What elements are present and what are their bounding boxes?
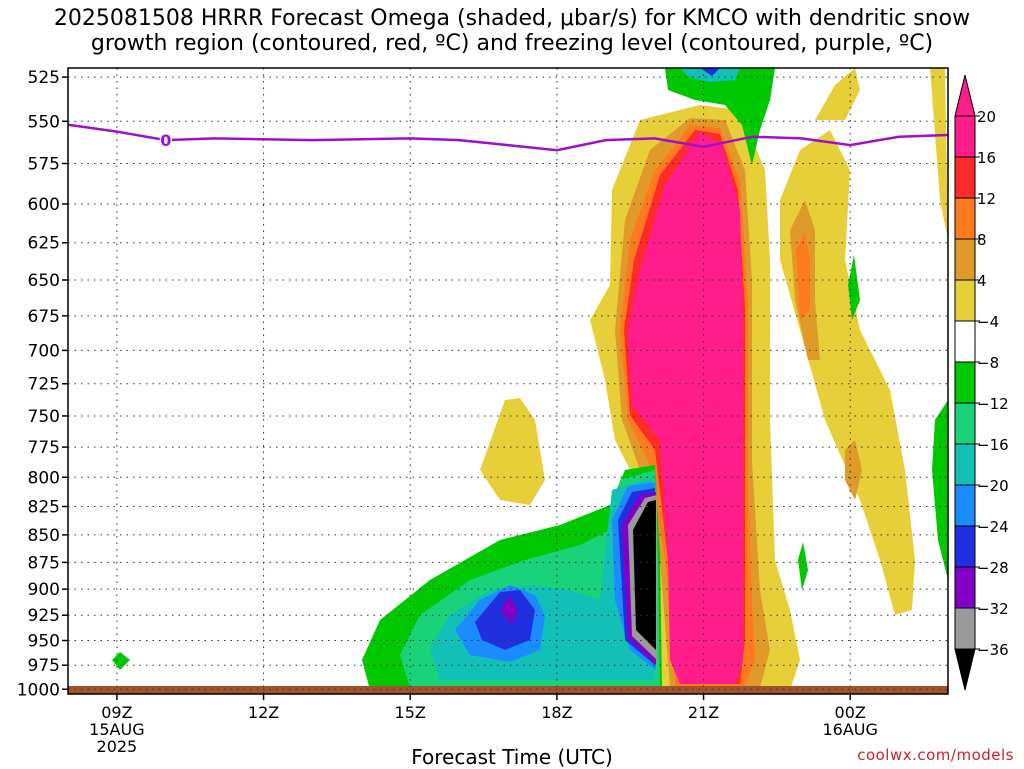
colorbar-label: 8 xyxy=(977,231,987,249)
x-tick-label-year: 2025 xyxy=(97,737,138,756)
y-tick-label: 750 xyxy=(28,407,60,427)
y-tick-label: 825 xyxy=(28,497,60,517)
omega-neg-band-24 xyxy=(500,596,518,625)
colorbar-top-arrow xyxy=(954,74,976,117)
colorbar-swatch xyxy=(954,115,976,158)
x-tick-label-date: 16AUG xyxy=(823,720,878,739)
ground-strip xyxy=(68,686,948,694)
y-tick-label: 950 xyxy=(28,632,60,652)
omega-right-orange2 xyxy=(796,232,810,320)
y-tick-label: 675 xyxy=(28,307,60,327)
y-axis: 525 550 575 600 625 650 675 700 725 750 775 800 825 8… xyxy=(17,68,68,700)
colorbar-label: −8 xyxy=(977,354,999,372)
colorbar-label: −28 xyxy=(977,559,1009,577)
y-tick-label: 900 xyxy=(28,580,60,600)
colorbar-label: 12 xyxy=(977,190,996,208)
freezing-level-line xyxy=(67,123,949,152)
chart-title-line2: growth region (contoured, red, ºC) and f… xyxy=(90,31,934,56)
credit-link[interactable]: coolwx.com/models xyxy=(857,746,1014,764)
x-tick-label-time: 09Z xyxy=(101,703,132,722)
y-tick-label: 925 xyxy=(28,606,60,626)
omega-small-green-top xyxy=(665,68,775,165)
omega-mid-blob xyxy=(480,398,545,505)
colorbar-label: 16 xyxy=(977,149,996,167)
x-tick-label-date: 15AUG xyxy=(89,720,144,739)
x-tick-label-time: 15Z xyxy=(395,703,426,722)
plot-grid xyxy=(68,68,948,694)
y-tick-label: 725 xyxy=(28,375,60,395)
y-tick-label: 775 xyxy=(28,438,60,458)
colorbar-swatch xyxy=(954,238,976,281)
colorbar-label: −36 xyxy=(977,641,1009,659)
colorbar: 20 16 12 8 4 −4 −8 −12 −16 −20 −24 −28 −32 −36 xyxy=(954,74,1009,691)
omega-band-20 xyxy=(628,132,743,684)
y-tick-label: 850 xyxy=(28,526,60,546)
omega-shading xyxy=(112,68,948,690)
colorbar-label: 4 xyxy=(977,272,987,290)
freezing-level-label-bg xyxy=(159,132,172,149)
omega-small-green-right xyxy=(848,255,860,320)
colorbar-label: −20 xyxy=(977,477,1009,495)
y-tick-label: 1000 xyxy=(17,680,60,700)
freezing-level-label: 0 xyxy=(160,131,171,150)
colorbar-label: −4 xyxy=(977,313,999,331)
omega-right-orange3 xyxy=(845,440,862,500)
colorbar-label: −16 xyxy=(977,436,1009,454)
x-tick-label-time: 12Z xyxy=(248,703,279,722)
colorbar-label: −12 xyxy=(977,395,1009,413)
omega-right-blob xyxy=(780,130,915,615)
omega-small-green-edge xyxy=(932,400,948,580)
y-tick-label: 650 xyxy=(28,271,60,291)
colorbar-label: −32 xyxy=(977,600,1009,618)
y-tick-label: 625 xyxy=(28,234,60,254)
omega-neg-band-20 xyxy=(475,590,535,650)
y-tick-label: 550 xyxy=(28,112,60,132)
colorbar-swatch xyxy=(954,525,976,568)
y-tick-label: 575 xyxy=(28,155,60,175)
colorbar-swatch xyxy=(954,320,976,363)
colorbar-swatch xyxy=(954,484,976,527)
y-tick-label: 600 xyxy=(28,195,60,215)
omega-far-right-yellow xyxy=(930,68,948,240)
y-tick-label: 700 xyxy=(28,341,60,361)
omega-neg-band-36 xyxy=(633,500,656,650)
colorbar-label: −24 xyxy=(977,518,1009,536)
colorbar-swatch xyxy=(954,361,976,404)
x-axis-title: Forecast Time (UTC) xyxy=(411,745,613,769)
y-tick-label: 875 xyxy=(28,553,60,573)
omega-small-green-left xyxy=(112,652,130,670)
chart-title-line1: 2025081508 HRRR Forecast Omega (shaded, … xyxy=(53,6,971,31)
colorbar-bottom-arrow xyxy=(954,648,976,691)
x-tick-label-time: 18Z xyxy=(541,703,572,722)
y-tick-label: 975 xyxy=(28,656,60,676)
y-tick-label: 525 xyxy=(28,68,60,88)
colorbar-swatch xyxy=(954,156,976,199)
omega-small-green-right2 xyxy=(798,542,808,590)
colorbar-swatch xyxy=(954,443,976,486)
colorbar-swatch xyxy=(954,402,976,445)
x-tick-label-time: 21Z xyxy=(688,703,719,722)
colorbar-swatch xyxy=(954,607,976,650)
colorbar-label: 20 xyxy=(977,108,996,126)
colorbar-swatch xyxy=(954,566,976,609)
chart-title: 2025081508 HRRR Forecast Omega (shaded, … xyxy=(0,6,1024,56)
y-tick-label: 800 xyxy=(28,468,60,488)
omega-top-right-yellow xyxy=(815,68,860,120)
colorbar-swatch xyxy=(954,197,976,240)
plot-frame xyxy=(67,67,949,695)
x-tick-label-time: 00Z xyxy=(835,703,866,722)
omega-small-cyan-top xyxy=(680,68,740,82)
colorbar-swatch xyxy=(954,279,976,322)
omega-small-blue-top xyxy=(700,68,720,76)
